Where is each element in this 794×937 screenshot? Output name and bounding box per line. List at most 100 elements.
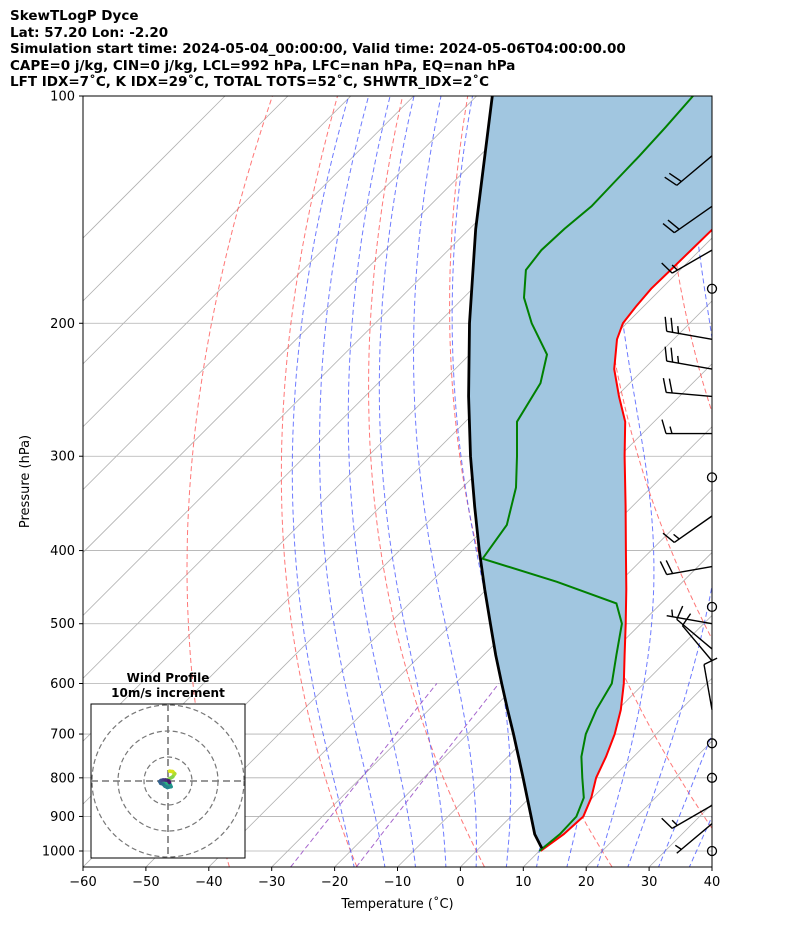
x-tick-label: −30 (258, 875, 285, 890)
isotherm-line (83, 96, 603, 616)
dewpoint-profile (480, 96, 694, 852)
barb-shaft (671, 249, 713, 274)
y-tick-label: 400 (50, 544, 75, 559)
isotherm-line (271, 426, 712, 867)
dry-adiabat (186, 96, 273, 867)
calm-wind-circle (706, 772, 718, 783)
y-tick-label: 200 (50, 317, 75, 332)
chart-title-block: SkewTLogP Dyce Lat: 57.20 Lon: -2.20 Sim… (10, 8, 626, 91)
calm-wind-circle (706, 845, 718, 857)
inset-range-ring (91, 704, 245, 858)
moist-adiabat (657, 732, 712, 867)
barb-shaft (673, 515, 713, 543)
wind-barb (664, 346, 713, 370)
barb-shaft (676, 618, 713, 650)
inset-subtitle: 10m/s increment (111, 686, 225, 700)
inset-title: Wind Profile (127, 671, 210, 685)
barb-flag (667, 219, 680, 230)
dry-adiabat (595, 96, 712, 641)
x-tick-label: 10 (515, 875, 532, 890)
moist-adiabat (378, 96, 447, 867)
barb-flag (703, 657, 718, 666)
calm-wind-circle (706, 738, 718, 749)
title-line-coords: Lat: 57.20 Lon: -2.20 (10, 24, 169, 41)
dry-adiabat (662, 96, 712, 414)
temperature-profile (540, 228, 712, 852)
barb-shaft (703, 664, 713, 710)
moist-adiabat (291, 96, 355, 867)
wind-barb (662, 378, 713, 398)
barb-shaft (676, 155, 713, 186)
barb-flag (661, 817, 673, 829)
wind-barb (674, 823, 713, 854)
y-tick-label: 500 (50, 617, 75, 632)
barb-shaft (676, 823, 713, 854)
barb-shaft (666, 391, 713, 398)
wind-barb (661, 804, 713, 829)
barb-flag (659, 561, 668, 575)
isotherm-line (83, 96, 477, 491)
x-tick-label: −20 (321, 875, 348, 890)
parcel-profile (467, 96, 544, 850)
y-tick-label: 900 (50, 810, 75, 825)
mixing-ratio-line (290, 683, 438, 867)
x-tick-label: 0 (456, 875, 464, 890)
data-lines (467, 96, 712, 852)
barb-flag (668, 172, 682, 183)
barb-half-flag (671, 264, 678, 271)
y-tick-label: 300 (50, 450, 75, 465)
wind-barb (661, 249, 713, 274)
wind-barbs (659, 155, 718, 857)
y-tick-label: 1000 (42, 845, 75, 860)
moist-adiabat (720, 96, 794, 869)
x-axis-label: Temperature (˚C) (340, 896, 453, 912)
wind-barb (703, 657, 718, 710)
x-tick-label: 20 (578, 875, 595, 890)
dry-adiabat (728, 96, 794, 867)
moist-adiabat (627, 96, 712, 867)
dry-adiabat (368, 96, 485, 867)
barb-shaft (666, 565, 713, 576)
isotherm-line (83, 96, 289, 302)
barb-shaft (666, 360, 713, 370)
barb-flag (662, 222, 675, 234)
barb-flag (661, 262, 673, 274)
isotherm-line (711, 866, 712, 867)
x-tick-label: 30 (641, 875, 658, 890)
barb-half-flag (677, 326, 680, 334)
barb-half-flag (669, 426, 673, 434)
x-tick-label: −40 (195, 875, 222, 890)
y-tick-label: 800 (50, 771, 75, 786)
calm-wind-circle (706, 472, 718, 483)
wind-barb (662, 515, 713, 543)
moist-adiabat (596, 96, 655, 867)
hodograph-segment (167, 779, 172, 785)
x-tick-label: −50 (132, 875, 159, 890)
barb-flag (661, 419, 667, 434)
barb-flag (668, 378, 673, 394)
y-tick-label: 700 (50, 728, 75, 743)
barb-half-flag (673, 533, 680, 540)
barb-shaft (681, 625, 713, 662)
wind-barb (666, 609, 713, 625)
calm-wind-circle (706, 601, 718, 613)
isotherm-line (83, 96, 414, 428)
barb-shaft (666, 330, 713, 340)
y-tick-label: 600 (50, 677, 75, 692)
y-tick-label: 100 (50, 90, 75, 105)
calm-wind-circle (706, 283, 718, 294)
x-tick-label: 40 (704, 875, 721, 890)
wind-barb (662, 205, 713, 234)
barb-shaft (666, 615, 713, 625)
barb-half-flag (677, 355, 680, 364)
axes: −60 −50 −40 −30 −20 −10 0 10 20 30 40 1000 900 800 700… (18, 90, 720, 913)
moist-adiabat (451, 96, 512, 867)
isotherm-line (83, 96, 352, 365)
wind-barb (661, 419, 712, 435)
title-line-indices-2: LFT IDX=7˚C, K IDX=29˚C, TOTAL TOTS=52˚C… (10, 74, 490, 90)
title-line-times: Simulation start time: 2024-05-04_00:00:… (10, 41, 626, 57)
x-tick-label: −60 (69, 875, 96, 890)
moist-adiabat (412, 96, 477, 867)
barb-flag (664, 176, 678, 186)
